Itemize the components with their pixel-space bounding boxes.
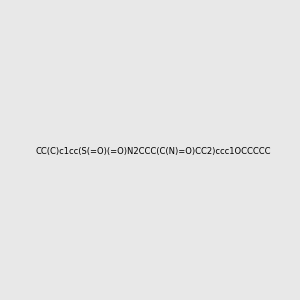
Text: CC(C)c1cc(S(=O)(=O)N2CCC(C(N)=O)CC2)ccc1OCCCCC: CC(C)c1cc(S(=O)(=O)N2CCC(C(N)=O)CC2)ccc1… (36, 147, 272, 156)
